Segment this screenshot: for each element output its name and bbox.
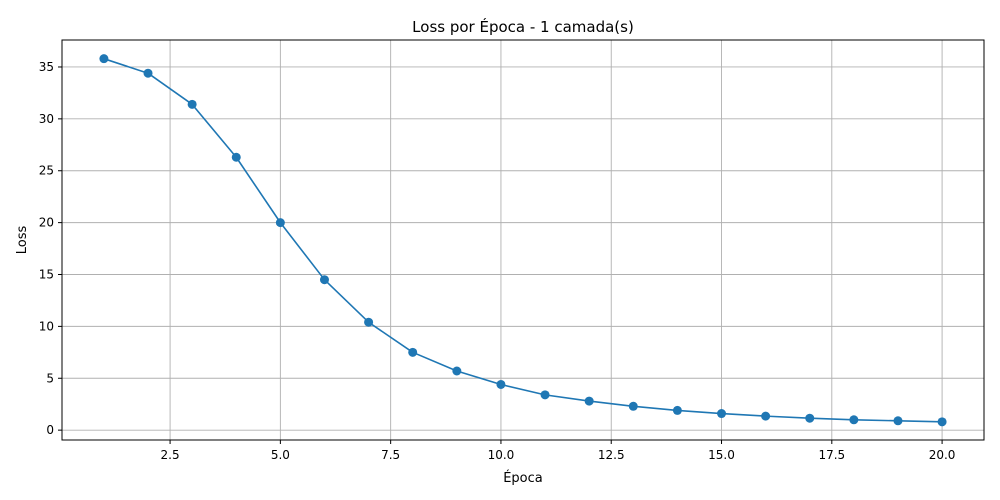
grid-lines (62, 40, 984, 440)
data-point-epoch-9 (452, 366, 462, 376)
y-tick-label: 20 (39, 216, 54, 230)
y-tick-label: 15 (39, 268, 54, 282)
y-axis-label: Loss (15, 226, 30, 255)
data-point-epoch-14 (672, 405, 682, 415)
x-tick-label: 20.0 (929, 448, 956, 462)
data-point-epoch-3 (187, 99, 197, 109)
y-tick-label: 10 (39, 319, 54, 333)
y-tick-label: 25 (39, 164, 54, 178)
data-point-epoch-5 (275, 218, 285, 228)
data-point-epoch-12 (584, 396, 594, 406)
data-point-epoch-15 (717, 409, 727, 419)
x-tick-label: 15.0 (708, 448, 735, 462)
chart-title: Loss por Época - 1 camada(s) (412, 17, 634, 36)
axis-ticks: 2.5 5.0 7.5 10.0 12.5 15.0 17.5 20.0 0 5 10 15 20 25 3… (39, 60, 956, 462)
series-layer (99, 54, 947, 427)
x-tick-label: 17.5 (818, 448, 845, 462)
data-point-epoch-2 (143, 68, 153, 78)
data-point-epoch-13 (628, 401, 638, 411)
data-point-epoch-1 (99, 54, 109, 64)
plot-frame (61, 39, 985, 441)
data-point-epoch-18 (849, 415, 859, 425)
data-point-epoch-10 (496, 379, 506, 389)
y-tick-label: 0 (46, 423, 54, 437)
x-tick-label: 2.5 (161, 448, 180, 462)
y-tick-label: 35 (39, 60, 54, 74)
data-point-epoch-8 (408, 347, 418, 357)
x-tick-label: 7.5 (381, 448, 400, 462)
x-axis-label: Época (503, 470, 543, 486)
x-tick-label: 5.0 (271, 448, 290, 462)
x-tick-label: 12.5 (598, 448, 625, 462)
data-point-epoch-11 (540, 390, 550, 400)
y-tick-label: 30 (39, 112, 54, 126)
data-point-epoch-7 (364, 317, 374, 327)
data-point-epoch-19 (893, 416, 903, 426)
data-point-epoch-4 (231, 152, 241, 162)
loss-series-line (103, 57, 943, 423)
data-point-epoch-16 (761, 411, 771, 421)
data-point-epoch-17 (805, 413, 815, 423)
data-point-epoch-20 (937, 417, 947, 427)
y-tick-label: 5 (46, 371, 54, 385)
data-point-epoch-6 (319, 275, 329, 285)
x-tick-label: 10.0 (488, 448, 515, 462)
